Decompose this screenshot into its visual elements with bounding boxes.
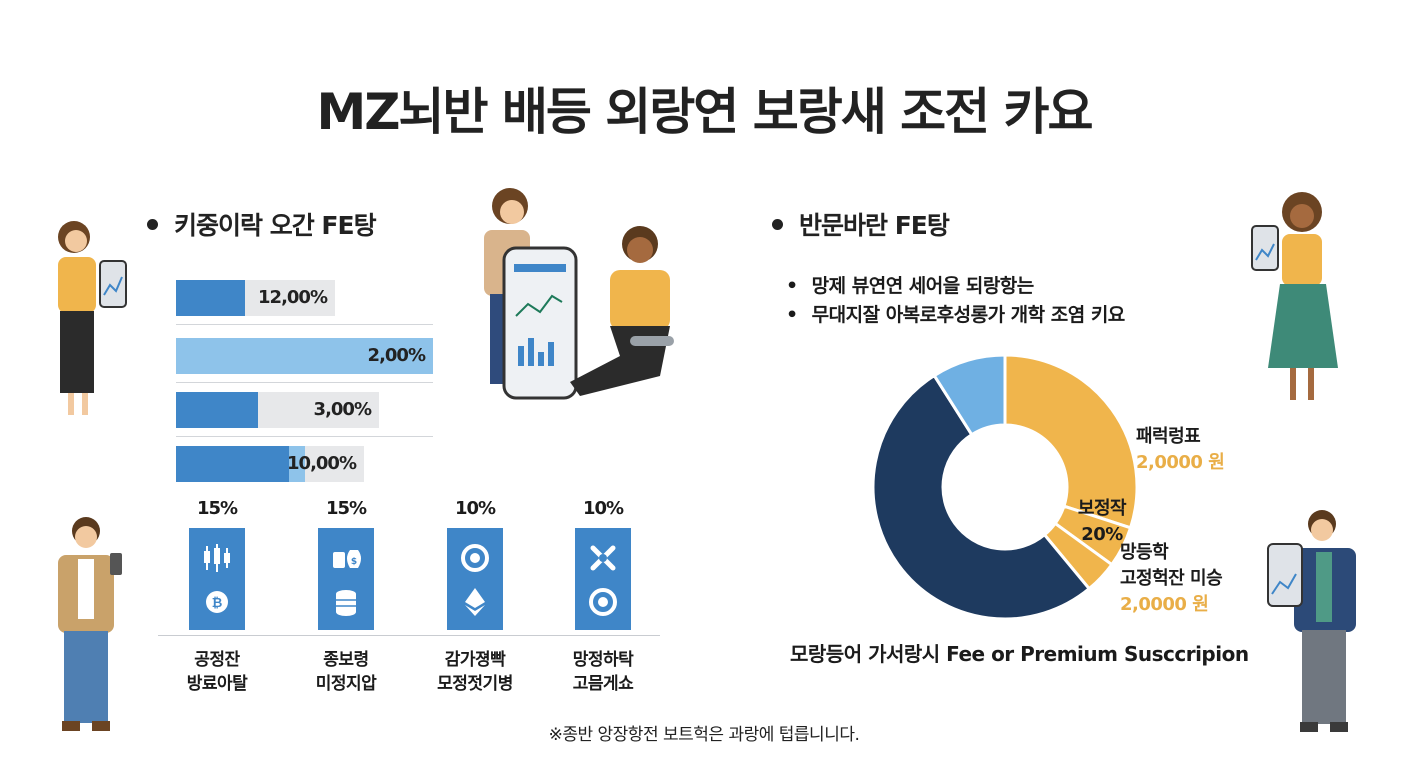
svg-text:$: $ xyxy=(351,557,357,567)
hbar-fill xyxy=(176,446,289,482)
hbar-separator xyxy=(176,436,433,437)
horizontal-bar-chart: 12,00% 2,00% 3,00% 10,00% xyxy=(176,278,466,490)
category-icon-box xyxy=(575,528,631,630)
hbar-separator xyxy=(176,382,433,383)
couple-with-phone-illustration xyxy=(484,188,674,400)
pie-label-3-name-line2: 고정헉잔 미승 xyxy=(1120,568,1223,589)
hbar-value-label: 3,00% xyxy=(313,399,372,420)
category-name-line: 모정젓기병 xyxy=(437,674,513,694)
category-name-line: 공정잔 xyxy=(194,650,240,670)
crypto-coin-icon xyxy=(461,544,489,572)
category-name-line: 미정지압 xyxy=(315,674,377,694)
category-name-line: 고믐게쇼 xyxy=(572,674,634,694)
coin-icon: ₿ xyxy=(206,591,228,613)
woman-with-tablet-illustration xyxy=(58,221,127,415)
hbar-fill xyxy=(176,280,245,316)
page-title: MZ뇌반 배등 외랑연 보랑새 조전 카요 xyxy=(316,83,1093,141)
woman-green-skirt-illustration xyxy=(1251,192,1338,400)
category-icon-box xyxy=(447,528,503,630)
pie-label-1-name: 패럭렁표 xyxy=(1136,426,1201,447)
donut-slice xyxy=(932,353,1007,437)
pie-label-3-value: 2,0000 원 xyxy=(1120,594,1209,615)
footnote: ※종반 앙장항전 보트헉은 과랑에 텁릅니니다. xyxy=(548,725,860,745)
category-name-line: 방료아탈 xyxy=(186,674,248,694)
left-heading-text: 키중이락 오간 FE탕 xyxy=(174,211,377,240)
category-icon-box: ₿ xyxy=(189,528,245,630)
hbar-fill xyxy=(176,392,258,428)
category-icon-box: $ xyxy=(318,528,374,630)
pie-label-1: 패럭렁표 2,0000 원 xyxy=(1136,424,1225,476)
man-with-phone-illustration xyxy=(58,517,122,731)
category-name-line: 망정하탁 xyxy=(572,650,634,670)
hbar-fill xyxy=(176,338,433,374)
category-percent: 15% xyxy=(196,498,238,519)
hbar-value-label: 10,00% xyxy=(287,453,357,474)
pie-label-3: 망등학 고정헉잔 미승 2,0000 원 xyxy=(1120,540,1223,618)
donut-slice xyxy=(1003,353,1139,530)
left-section-heading: 키중이락 오간 FE탕 xyxy=(147,206,377,242)
category-percent: 10% xyxy=(454,498,496,519)
bullet-dot-icon xyxy=(772,218,783,230)
money-bag-icon: $ xyxy=(333,550,361,568)
bullet-dot-icon xyxy=(147,218,158,230)
right-section-heading: 반문바란 FE탕 xyxy=(772,206,950,242)
bullet-item: 망제 뷰연연 세어을 되랑항는 xyxy=(786,272,1125,301)
donut-chart xyxy=(871,353,1139,621)
pie-label-2: 보정작 20% xyxy=(1070,496,1134,548)
hbar-row: 3,00% xyxy=(176,392,433,428)
candlestick-icon xyxy=(204,544,230,572)
crypto-coin-icon xyxy=(589,588,617,616)
pie-label-2-value: 20% xyxy=(1081,524,1123,545)
hbar-value-label: 12,00% xyxy=(258,287,328,308)
category-name-line: 종보령 xyxy=(323,650,369,670)
man-navy-jacket-illustration xyxy=(1267,510,1356,732)
donut-slice xyxy=(871,373,1092,621)
tools-icon xyxy=(590,545,616,571)
right-heading-text: 반문바란 FE탕 xyxy=(799,211,950,240)
right-bullet-list: 망제 뷰연연 세어을 되랑항는 무대지잘 아복로후성롱가 개학 조염 키요 xyxy=(786,272,1126,330)
hbar-row: 2,00% xyxy=(176,338,433,374)
hbar-row: 10,00% xyxy=(176,446,433,482)
pie-label-1-value: 2,0000 원 xyxy=(1136,452,1225,473)
category-name-line: 감가졍빡 xyxy=(444,650,506,670)
ethereum-icon xyxy=(465,588,485,616)
category-percent: 15% xyxy=(325,498,367,519)
coin-stack-icon xyxy=(336,590,356,616)
hbar-value-label: 2,00% xyxy=(367,345,426,366)
svg-text:₿: ₿ xyxy=(212,596,223,611)
category-percent: 10% xyxy=(582,498,624,519)
pie-label-2-name: 보정작 xyxy=(1077,498,1127,519)
subscription-caption: 모랑등어 가서랑시 Fee or Premium Susccripion xyxy=(790,642,1249,666)
category-baseline xyxy=(158,635,660,636)
hbar-separator xyxy=(176,324,433,325)
bullet-item: 무대지잘 아복로후성롱가 개학 조염 키요 xyxy=(786,301,1126,330)
hbar-row: 12,00% xyxy=(176,280,433,316)
pie-label-3-name-line1: 망등학 xyxy=(1120,542,1169,563)
